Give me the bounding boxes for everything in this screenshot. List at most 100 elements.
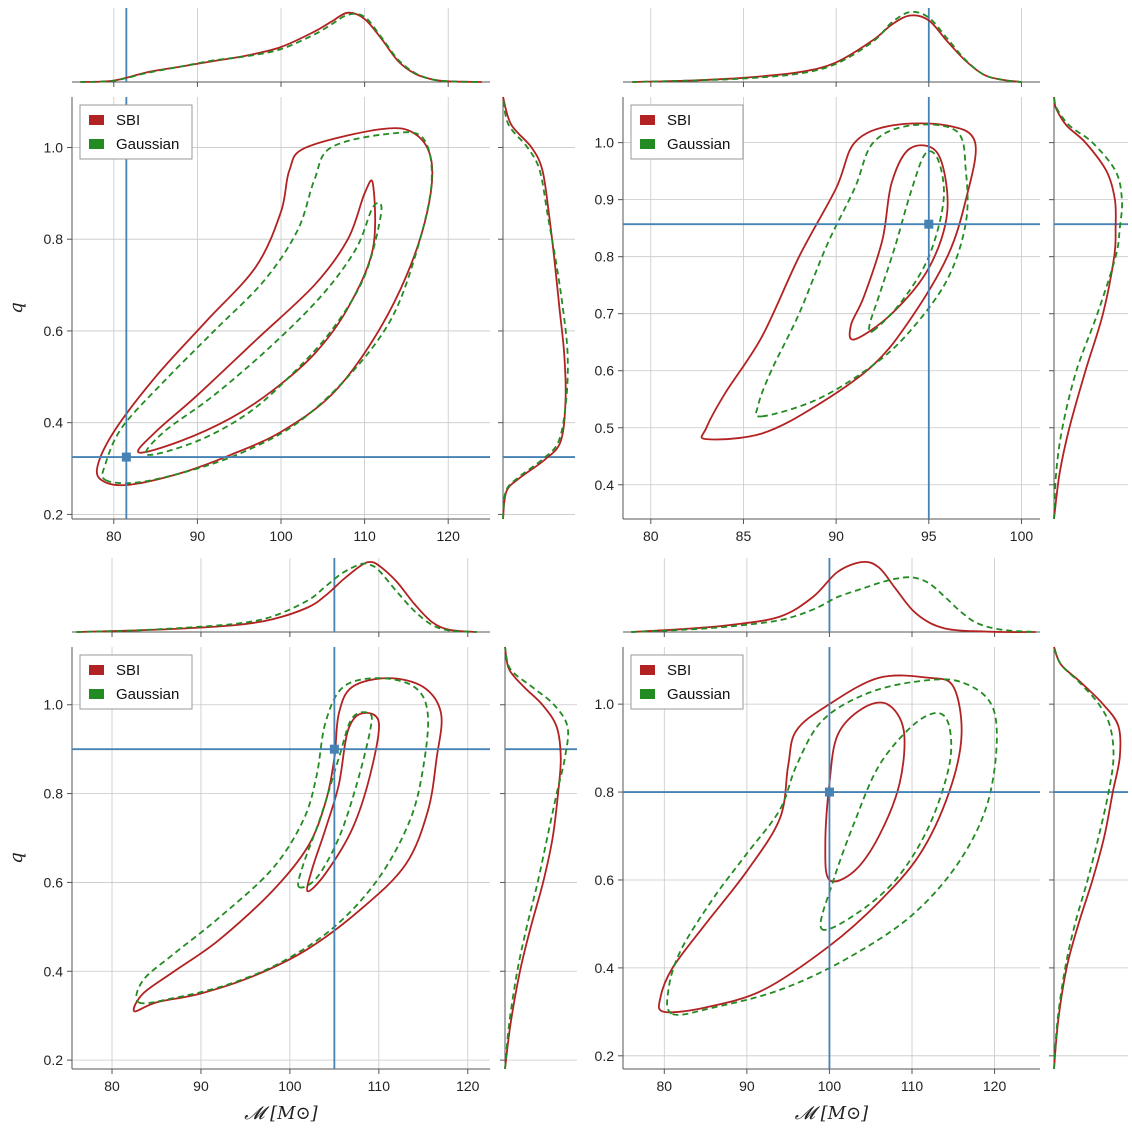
y-tick-label: 0.2 — [44, 1052, 64, 1068]
y-tick-label: 0.5 — [595, 420, 615, 436]
sbi-right-marginal — [504, 646, 562, 1070]
y-tick-label: 0.8 — [44, 786, 64, 802]
y-tick-label: 0.4 — [595, 477, 615, 493]
sbi-right-marginal — [1053, 96, 1117, 520]
contour-area — [700, 122, 977, 441]
y-tick-label: 0.8 — [595, 249, 615, 265]
y-tick-label: 1.0 — [44, 139, 64, 155]
truth-marker — [329, 744, 339, 754]
panel-br: 80 90 100 110 120 0.2 0.4 0.6 0.8 1.0 SBI Gaussian 𝓜… — [595, 558, 1128, 1124]
x-tick-label: 100 — [1010, 528, 1034, 544]
x-tick-label: 100 — [278, 1078, 302, 1094]
truth-marker — [121, 452, 131, 462]
gaussian-contour-inner — [867, 150, 945, 334]
legend: SBI Gaussian — [630, 654, 744, 710]
legend-box — [79, 104, 193, 160]
truth-marker — [924, 219, 934, 229]
x-tick-label: 100 — [818, 1078, 842, 1094]
sbi-contour-inner — [306, 712, 380, 893]
legend: SBI Gaussian — [79, 654, 193, 710]
x-tick-label: 120 — [456, 1078, 480, 1094]
x-tick-label: 120 — [983, 1078, 1007, 1094]
panel-bl: 80 90 100 110 120 0.2 0.4 0.6 0.8 1.0 SBI Gaussian q… — [6, 558, 577, 1124]
y-tick-label: 1.0 — [595, 696, 615, 712]
sbi-contour-inner — [137, 179, 377, 454]
y-tick-label: 0.8 — [595, 784, 615, 800]
legend-label-sbi: SBI — [667, 662, 691, 679]
gaussian-right-marginal — [1053, 646, 1115, 1070]
sbi-contour-inner — [824, 701, 906, 883]
x-tick-label: 110 — [353, 528, 376, 544]
x-tick-label: 90 — [739, 1078, 755, 1094]
panel-tr: 80 85 90 95 100 0.4 0.5 0.6 0.7 0.8 0.9 1.0 SBI Gauss… — [595, 8, 1128, 544]
x-tick-label: 80 — [106, 528, 122, 544]
gaussian-contour-inner — [297, 711, 373, 889]
legend: SBI Gaussian — [630, 104, 744, 160]
sbi-contour-outer — [700, 122, 977, 441]
gaussian-top-marginal — [632, 10, 1022, 83]
x-tick-label: 90 — [190, 528, 206, 544]
legend-label-gaussian: Gaussian — [667, 136, 730, 153]
y-tick-label: 0.6 — [595, 363, 615, 379]
y-tick-label: 0.7 — [595, 306, 615, 322]
legend-swatch-gaussian — [640, 139, 655, 149]
x-tick-label: 80 — [104, 1078, 120, 1094]
y-tick-label: 0.6 — [595, 872, 615, 888]
x-tick-label: 80 — [643, 528, 659, 544]
sbi-right-marginal — [1053, 646, 1122, 1070]
legend-box — [79, 654, 193, 710]
panel-tl: 80 90 100 110 120 0.2 0.4 0.6 0.8 1.0 SBI Gaussian q — [6, 8, 575, 544]
gaussian-right-marginal — [504, 646, 570, 1070]
contour-area — [657, 674, 998, 1016]
x-axis-label: 𝓜 [M⊙] — [244, 1103, 318, 1124]
y-tick-label: 0.4 — [44, 963, 64, 979]
gaussian-right-marginal — [1053, 96, 1123, 520]
gaussian-contour-outer — [754, 123, 969, 418]
gaussian-contour-inner — [145, 201, 383, 456]
legend-box — [630, 654, 744, 710]
y-tick-label: 1.0 — [44, 697, 64, 713]
x-tick-label: 100 — [269, 528, 293, 544]
legend-label-gaussian: Gaussian — [667, 686, 730, 703]
legend-label-gaussian: Gaussian — [116, 136, 179, 153]
x-tick-label: 85 — [736, 528, 752, 544]
sbi-top-marginal — [631, 560, 1036, 633]
legend: SBI Gaussian — [79, 104, 193, 160]
y-tick-label: 0.4 — [44, 415, 64, 431]
sbi-top-marginal — [632, 14, 1022, 83]
y-tick-label: 0.2 — [44, 506, 64, 522]
y-tick-label: 0.2 — [595, 1048, 615, 1064]
legend-swatch-sbi — [89, 665, 104, 675]
x-tick-label: 90 — [193, 1078, 209, 1094]
legend-swatch-gaussian — [89, 139, 104, 149]
sbi-contour-outer — [657, 674, 963, 1014]
gaussian-top-marginal — [631, 576, 1036, 633]
x-tick-label: 80 — [656, 1078, 672, 1094]
legend-label-sbi: SBI — [116, 112, 140, 129]
contour-area — [132, 677, 443, 1013]
sbi-top-marginal — [76, 561, 477, 633]
sbi-contour-outer — [95, 127, 434, 487]
legend-swatch-sbi — [640, 115, 655, 125]
y-axis-label: q — [6, 302, 27, 314]
gaussian-contour-outer — [666, 678, 998, 1016]
legend-swatch-sbi — [640, 665, 655, 675]
x-tick-label: 95 — [921, 528, 937, 544]
sbi-contour-inner — [848, 144, 949, 341]
x-tick-label: 110 — [368, 1078, 391, 1094]
legend-swatch-gaussian — [89, 689, 104, 699]
y-tick-label: 0.8 — [44, 231, 64, 247]
gaussian-top-marginal — [80, 13, 482, 83]
legend-label-sbi: SBI — [667, 112, 691, 129]
gaussian-contour-outer — [135, 677, 429, 1005]
sbi-contour-outer — [132, 677, 443, 1013]
legend-swatch-gaussian — [640, 689, 655, 699]
y-tick-label: 0.6 — [44, 323, 64, 339]
truth-marker — [824, 787, 834, 797]
x-axis-label: 𝓜 [M⊙] — [795, 1103, 869, 1124]
sbi-right-marginal — [502, 96, 567, 520]
legend-label-sbi: SBI — [116, 662, 140, 679]
legend-swatch-sbi — [89, 115, 104, 125]
gaussian-contour-outer — [101, 131, 433, 485]
